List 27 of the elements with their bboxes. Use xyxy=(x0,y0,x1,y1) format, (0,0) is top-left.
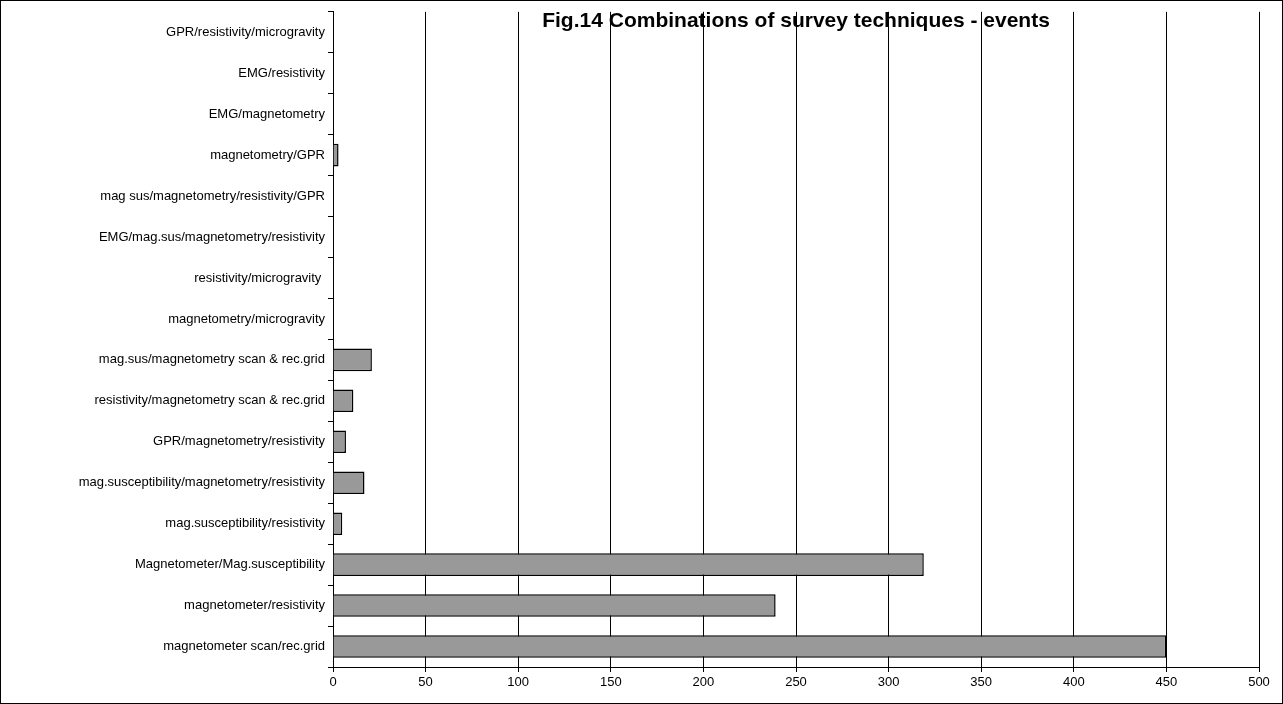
y-tick-label: GPR/magnetometry/resistivity xyxy=(153,433,326,449)
x-tick-label: 50 xyxy=(418,674,433,690)
y-tick-label: mag.sus/magnetometry scan & rec.grid xyxy=(98,351,325,367)
y-tick-label: magnetometer scan/rec.grid xyxy=(163,638,325,654)
y-tick-label: EMG/mag.sus/magnetometry/resistivity xyxy=(98,228,326,244)
x-tick-label: 250 xyxy=(785,674,807,690)
y-tick-label: resistivity/magnetometry scan & rec.grid xyxy=(94,392,325,408)
x-tick-label: 500 xyxy=(1248,674,1270,690)
x-tick-label: 300 xyxy=(877,674,900,690)
y-tick-label: magnetometry/microgravity xyxy=(168,310,326,326)
y-tick-label: mag sus/magnetometry/resistivity/GPR xyxy=(100,187,325,203)
x-tick-label: 100 xyxy=(507,674,530,690)
y-tick-label: GPR/resistivity/microgravity xyxy=(166,23,326,39)
y-tick-label: magnetometry/GPR xyxy=(210,146,325,162)
y-tick-label: EMG/magnetometry xyxy=(208,105,326,121)
y-tick-label: Magnetometer/Mag.susceptibility xyxy=(134,556,326,572)
x-tick-label: 350 xyxy=(970,674,993,690)
y-tick-label: resistivity/microgravity xyxy=(194,269,325,285)
y-tick-label: magnetometer/resistivity xyxy=(184,597,326,613)
x-tick-label: 400 xyxy=(1062,674,1085,690)
x-tick-label: 0 xyxy=(329,674,337,690)
y-tick-label: mag.susceptibility/resistivity xyxy=(165,515,326,531)
x-tick-label: 150 xyxy=(599,674,622,690)
y-tick-label: mag.susceptibility/magnetometry/resistivity xyxy=(78,474,326,490)
x-tick-label: 450 xyxy=(1155,674,1178,690)
y-tick-label: EMG/resistivity xyxy=(238,64,326,80)
x-tick-label: 200 xyxy=(692,674,715,690)
